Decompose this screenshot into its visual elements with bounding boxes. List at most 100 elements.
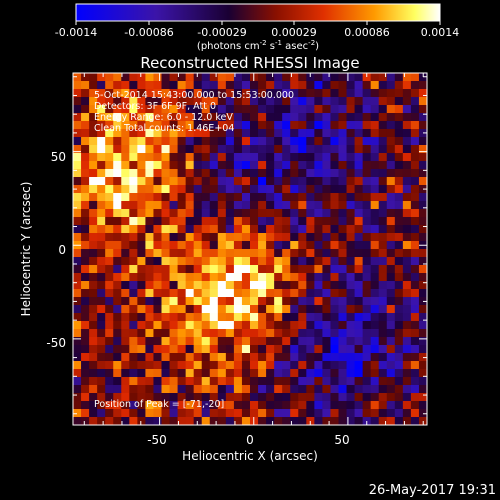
heatmap-cell — [370, 233, 380, 242]
heatmap-cell — [418, 313, 427, 322]
heatmap-cell — [161, 337, 171, 346]
heatmap-cell — [250, 401, 259, 410]
heatmap-cell — [129, 97, 138, 106]
heatmap-cell — [394, 129, 404, 138]
heatmap-cell — [145, 145, 154, 154]
heatmap-cell — [322, 289, 331, 298]
heatmap-cell — [113, 281, 122, 290]
heatmap-cell — [233, 273, 243, 282]
heatmap-cell — [314, 225, 323, 234]
heatmap-cell — [233, 161, 243, 170]
heatmap-cell — [362, 113, 372, 122]
heatmap-cell — [201, 289, 211, 298]
heatmap-cell — [169, 81, 179, 90]
heatmap-cell — [113, 153, 122, 162]
heatmap-cell — [322, 129, 331, 138]
heatmap-cell — [378, 297, 388, 306]
heatmap-cell — [418, 329, 427, 338]
heatmap-cell — [378, 161, 388, 170]
heatmap-cell — [185, 265, 195, 274]
heatmap-cell — [250, 377, 259, 386]
heatmap-cell — [290, 249, 299, 258]
heatmap-cell — [121, 281, 130, 290]
heatmap-cell — [217, 97, 227, 106]
heatmap-cell — [89, 337, 98, 346]
heatmap-cell — [346, 233, 356, 242]
heatmap-cell — [137, 281, 146, 290]
heatmap-cell — [121, 409, 130, 418]
heatmap-cell — [113, 193, 122, 202]
heatmap-cell — [394, 97, 404, 106]
heatmap-cell — [241, 217, 251, 226]
heatmap-cell — [241, 113, 251, 122]
heatmap-cell — [354, 361, 364, 370]
heatmap-cell — [362, 385, 372, 394]
heatmap-cell — [89, 297, 98, 306]
heatmap-cell — [137, 369, 146, 378]
heatmap-cell — [338, 225, 348, 234]
heatmap-cell — [314, 201, 323, 210]
heatmap-cell — [241, 209, 251, 218]
x-tick-label: -50 — [147, 433, 167, 447]
heatmap-cell — [362, 321, 372, 330]
heatmap-cell — [153, 209, 162, 218]
heatmap-cell — [233, 73, 243, 82]
heatmap-cell — [338, 121, 348, 130]
heatmap-cell — [217, 361, 227, 370]
heatmap-cell — [362, 201, 372, 210]
heatmap-cell — [314, 369, 323, 378]
heatmap-cell — [121, 329, 130, 338]
heatmap-cell — [81, 113, 90, 122]
heatmap-cell — [209, 193, 219, 202]
heatmap-cell — [137, 265, 146, 274]
heatmap-cell — [89, 105, 98, 114]
heatmap-cell — [258, 249, 267, 258]
heatmap-cell — [322, 193, 331, 202]
heatmap-cell — [322, 169, 331, 178]
heatmap-cell — [81, 281, 90, 290]
heatmap-cell — [378, 145, 388, 154]
heatmap-cell — [233, 305, 243, 314]
heatmap-cell — [314, 121, 323, 130]
heatmap-cell — [241, 337, 251, 346]
heatmap-cell — [153, 297, 162, 306]
heatmap-cell — [233, 321, 243, 330]
heatmap-cell — [129, 81, 138, 90]
heatmap-cell — [233, 145, 243, 154]
heatmap-cell — [306, 209, 315, 218]
heatmap-cell — [362, 161, 372, 170]
heatmap-cell — [354, 209, 364, 218]
heatmap-cell — [89, 393, 98, 402]
heatmap-cell — [298, 273, 307, 282]
heatmap-cell — [73, 129, 82, 138]
heatmap-cell — [129, 257, 138, 266]
heatmap-cell — [185, 145, 195, 154]
heatmap-cell — [386, 113, 396, 122]
heatmap-cell — [137, 385, 146, 394]
heatmap-cell — [306, 297, 315, 306]
heatmap-cell — [105, 321, 114, 330]
heatmap-cell — [386, 417, 396, 425]
heatmap-cell — [250, 121, 259, 130]
heatmap-cell — [386, 337, 396, 346]
heatmap-cell — [161, 89, 171, 98]
heatmap-cell — [290, 409, 299, 418]
heatmap-cell — [362, 369, 372, 378]
heatmap-cell — [266, 97, 275, 106]
heatmap-cell — [266, 177, 275, 186]
heatmap-cell — [418, 89, 427, 98]
heatmap-cell — [362, 281, 372, 290]
heatmap-cell — [73, 281, 82, 290]
heatmap-cell — [153, 257, 162, 266]
heatmap-cell — [81, 393, 90, 402]
heatmap-cell — [145, 417, 154, 425]
heatmap-cell — [338, 193, 348, 202]
heatmap-cell — [225, 201, 235, 210]
heatmap-cell — [378, 273, 388, 282]
heatmap-cell — [145, 201, 154, 210]
heatmap-cell — [290, 417, 299, 425]
heatmap-cell — [177, 177, 187, 186]
heatmap-cell — [418, 217, 427, 226]
heatmap-cell — [290, 377, 299, 386]
heatmap-cell — [73, 193, 82, 202]
